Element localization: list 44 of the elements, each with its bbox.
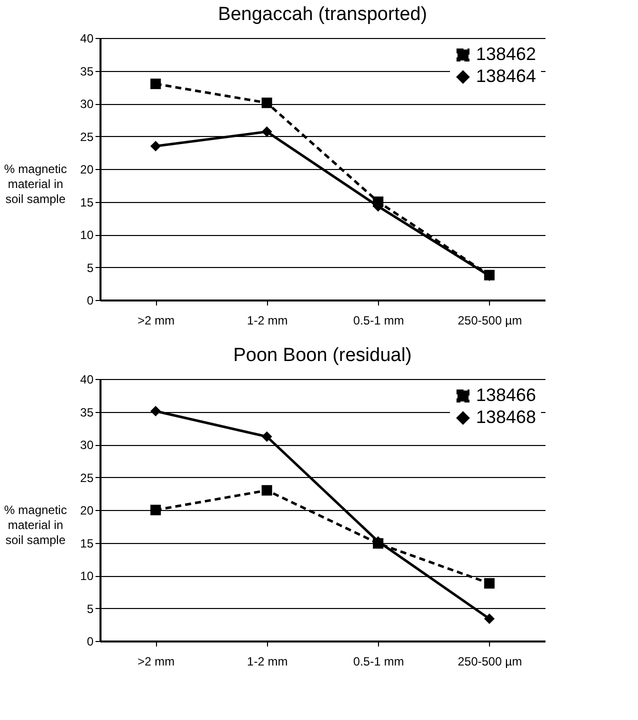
y-tick-label: 30 [80, 438, 94, 452]
legend-label: 138462 [476, 44, 536, 64]
x-tick-label: 1-2 mm [247, 314, 288, 328]
y-tick-label: 10 [80, 569, 94, 583]
chart-title: Bengaccah (transported) [218, 4, 428, 25]
y-tick-label: 40 [80, 372, 94, 386]
y-tick-label: 20 [80, 162, 94, 176]
x-tick-label: 0.5-1 mm [353, 654, 404, 668]
y-tick-label: 5 [86, 260, 94, 275]
point [262, 431, 272, 442]
y-tick-label: 0 [86, 294, 94, 308]
y-axis-title: % magnetic material in soil sample [4, 503, 67, 547]
y-tick-label: 10 [80, 228, 94, 242]
legend-label: 138464 [476, 66, 536, 86]
chart-title: Poon Boon (residual) [233, 345, 412, 366]
y-tick-label: 40 [80, 32, 94, 46]
point [150, 78, 161, 90]
y-axis-title: % magnetic material in soil sample [4, 162, 67, 206]
point [484, 578, 495, 589]
point [150, 140, 161, 152]
y-tick-label: 30 [80, 97, 94, 111]
x-tick-label: 1-2 mm [247, 654, 288, 668]
y-tick-label: 0 [86, 634, 94, 648]
legend-label: 138468 [476, 407, 536, 427]
point [262, 98, 272, 108]
point [262, 126, 272, 137]
x-tick-label: >2 mm [138, 314, 175, 328]
x-tick-label: 0.5-1 mm [353, 314, 404, 328]
point [150, 406, 161, 416]
point [484, 613, 495, 624]
x-tick-label: 250-500 µm [458, 314, 522, 328]
y-tick-label: 20 [80, 504, 94, 518]
legend-label: 138466 [476, 385, 536, 405]
y-tick-label: 25 [80, 470, 94, 485]
y-tick-label: 35 [80, 405, 94, 420]
y-tick-label: 25 [80, 130, 94, 144]
y-tick-label: 35 [80, 64, 94, 78]
y-tick-label: 15 [80, 195, 94, 210]
x-tick-label: 250-500 µm [458, 654, 522, 668]
y-tick-label: 5 [86, 602, 94, 616]
point [150, 504, 161, 516]
x-tick-label: >2 mm [138, 654, 175, 668]
point [262, 485, 272, 496]
y-tick-label: 15 [80, 536, 94, 550]
